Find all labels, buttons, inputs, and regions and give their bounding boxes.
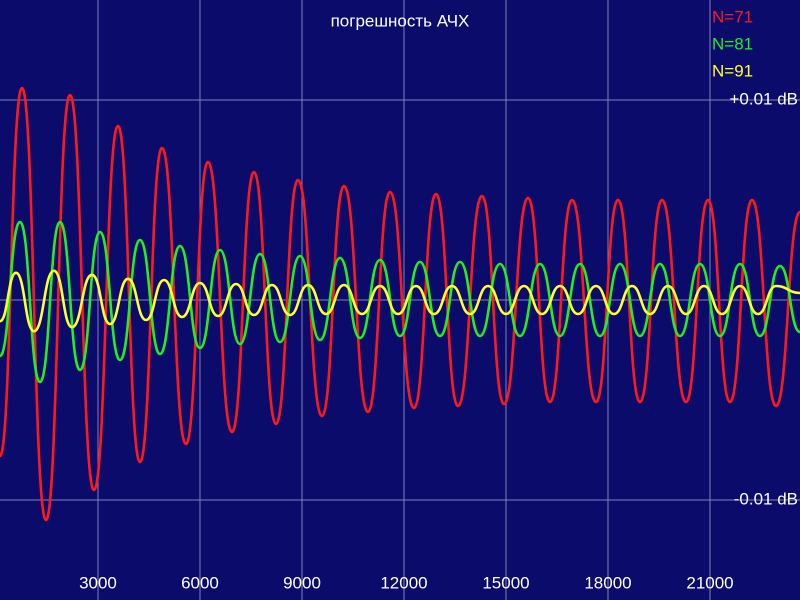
labels: 3000 6000 9000 12000 15000 18000 21000 +0.01 dB… [79,7,798,592]
x-tick-label: 18000 [584,573,631,592]
chart-title: погрешность АЧХ [331,11,470,30]
y-tick-label: -0.01 dB [734,489,798,508]
x-tick-label: 9000 [283,573,321,592]
x-tick-label: 3000 [79,573,117,592]
x-tick-label: 12000 [380,573,427,592]
lines [0,86,800,522]
y-tick-label: +0.01 dB [729,89,798,108]
x-tick-label: 21000 [686,573,733,592]
series-line [0,86,800,522]
x-tick-label: 15000 [482,573,529,592]
legend-entry: N=81 [712,34,753,53]
x-tick-label: 6000 [181,573,219,592]
series-line [0,269,800,333]
legend-entry: N=71 [712,7,753,26]
legend-entry: N=91 [712,61,753,80]
